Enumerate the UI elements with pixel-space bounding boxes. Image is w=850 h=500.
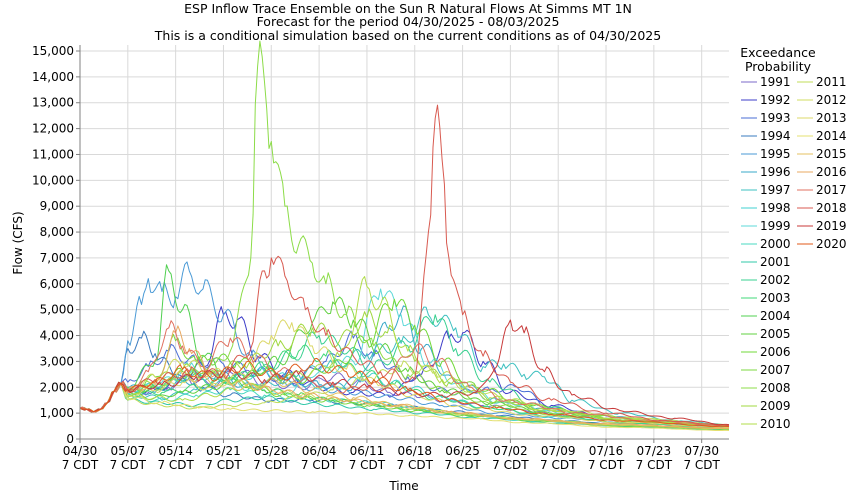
x-tick-label-date: 05/21 [206, 444, 241, 458]
legend-label-2013: 2013 [816, 111, 847, 125]
legend-label-2014: 2014 [816, 129, 847, 143]
x-tick-label-date: 06/18 [397, 444, 432, 458]
y-tick-label: 11,000 [32, 147, 74, 161]
y-tick-label: 6,000 [40, 277, 74, 291]
x-tick-label-time: 7 CDT [540, 458, 577, 472]
y-tick-label: 14,000 [32, 70, 74, 84]
y-tick-label: 4,000 [40, 329, 74, 343]
legend-title-line-2: Probability [745, 59, 812, 74]
y-tick-label: 13,000 [32, 96, 74, 110]
legend-label-2006: 2006 [760, 345, 791, 359]
legend-label-1992: 1992 [760, 93, 791, 107]
legend-label-2017: 2017 [816, 183, 847, 197]
series-line-2011 [79, 360, 730, 426]
legend-label-2020: 2020 [816, 237, 847, 251]
y-tick-label: 0 [66, 432, 74, 446]
legend-label-2009: 2009 [760, 399, 791, 413]
x-tick-label-time: 7 CDT [110, 458, 147, 472]
axes: 0 1,000 2,000 3,000 4,000 5,000 6,000 7,000 8,00… [32, 44, 729, 472]
legend-label-2003: 2003 [760, 291, 791, 305]
legend-label-2001: 2001 [760, 255, 791, 269]
legend-label-2016: 2016 [816, 165, 847, 179]
legend-label-2004: 2004 [760, 309, 791, 323]
x-tick-label-time: 7 CDT [492, 458, 529, 472]
series-layer [79, 40, 730, 431]
legend: Exceedance Probability 1991 1992 1993 1994 1… [740, 45, 846, 431]
y-tick-label: 3,000 [40, 354, 74, 368]
x-tick-label-date: 04/30 [63, 444, 98, 458]
x-tick-label-date: 06/25 [445, 444, 480, 458]
y-axis-label: Flow (CFS) [11, 211, 25, 274]
y-tick-label: 15,000 [32, 44, 74, 58]
y-tick-label: 7,000 [40, 251, 74, 265]
series-line-2014 [79, 381, 730, 431]
legend-label-1999: 1999 [760, 219, 791, 233]
x-tick-label-date: 06/11 [350, 444, 385, 458]
legend-label-1991: 1991 [760, 75, 791, 89]
x-tick-label-time: 7 CDT [683, 458, 720, 472]
chart-title: ESP Inflow Trace Ensemble on the Sun R N… [154, 1, 661, 43]
x-tick-label-time: 7 CDT [62, 458, 99, 472]
legend-label-2005: 2005 [760, 327, 791, 341]
title-line-3: This is a conditional simulation based o… [154, 28, 661, 43]
y-tick-label: 8,000 [40, 225, 74, 239]
legend-label-1994: 1994 [760, 129, 791, 143]
title-line-1: ESP Inflow Trace Ensemble on the Sun R N… [184, 1, 632, 16]
x-tick-label-time: 7 CDT [301, 458, 338, 472]
legend-label-1997: 1997 [760, 183, 791, 197]
y-tick-label: 9,000 [40, 199, 74, 213]
x-axis-label: Time [388, 479, 418, 493]
legend-label-2010: 2010 [760, 417, 791, 431]
series-line-2013 [79, 319, 729, 429]
x-tick-label-date: 07/09 [541, 444, 576, 458]
x-tick-label-date: 05/07 [111, 444, 146, 458]
series-line-2001 [79, 382, 729, 431]
series-line-2018 [79, 104, 729, 427]
legend-label-2002: 2002 [760, 273, 791, 287]
x-tick-label-date: 07/30 [684, 444, 719, 458]
y-tick-label: 12,000 [32, 122, 74, 136]
x-tick-label-date: 05/14 [158, 444, 193, 458]
series-line-2003 [79, 344, 730, 429]
y-tick-label: 10,000 [32, 173, 74, 187]
x-tick-label-time: 7 CDT [397, 458, 434, 472]
legend-label-2015: 2015 [816, 147, 847, 161]
y-tick-label: 5,000 [40, 303, 74, 317]
legend-label-2018: 2018 [816, 201, 847, 215]
x-tick-label-date: 05/28 [254, 444, 289, 458]
legend-label-2007: 2007 [760, 363, 791, 377]
legend-label-2000: 2000 [760, 237, 791, 251]
series-line-2017 [79, 320, 730, 427]
legend-label-2011: 2011 [816, 75, 847, 89]
series-line-2020 [79, 357, 730, 428]
series-line-2007 [79, 333, 730, 430]
legend-label-2008: 2008 [760, 381, 791, 395]
legend-label-2019: 2019 [816, 219, 847, 233]
x-tick-label-time: 7 CDT [444, 458, 481, 472]
legend-label-1995: 1995 [760, 147, 791, 161]
x-tick-label-time: 7 CDT [157, 458, 194, 472]
x-tick-label-date: 06/04 [302, 444, 337, 458]
x-tick-label-date: 07/02 [493, 444, 528, 458]
series-line-2010 [79, 276, 730, 427]
legend-label-2012: 2012 [816, 93, 847, 107]
legend-label-1998: 1998 [760, 201, 791, 215]
legend-label-1993: 1993 [760, 111, 791, 125]
x-tick-label-date: 07/23 [637, 444, 672, 458]
title-line-2: Forecast for the period 04/30/2025 - 08/… [257, 14, 560, 29]
x-tick-label-time: 7 CDT [253, 458, 290, 472]
legend-title-line-1: Exceedance [740, 45, 816, 60]
y-tick-label: 2,000 [40, 380, 74, 394]
y-tick-label: 1,000 [40, 406, 74, 420]
x-tick-label-date: 07/16 [589, 444, 624, 458]
series-line-2019 [79, 319, 730, 426]
x-tick-label-time: 7 CDT [636, 458, 673, 472]
legend-label-1996: 1996 [760, 165, 791, 179]
x-tick-label-time: 7 CDT [349, 458, 386, 472]
x-tick-label-time: 7 CDT [205, 458, 242, 472]
x-tick-label-time: 7 CDT [588, 458, 625, 472]
